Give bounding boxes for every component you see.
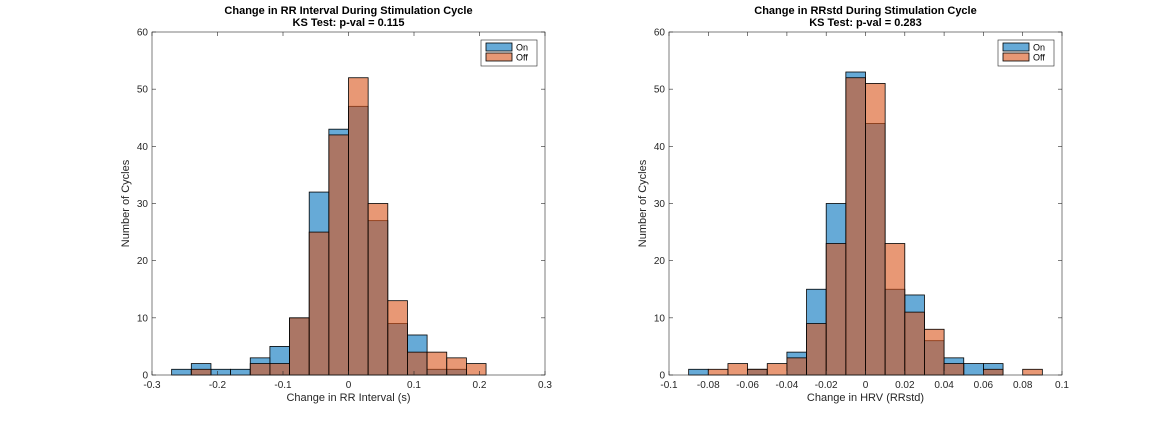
bar-off: [825, 243, 847, 376]
legend-label-off: Off: [516, 53, 528, 63]
bar-on: [230, 368, 251, 376]
x-tick-label: -0.06: [736, 380, 759, 391]
bar-off: [308, 231, 330, 376]
bar-off: [904, 311, 925, 376]
bar-off: [924, 328, 945, 376]
y-tick-label: 0: [659, 371, 665, 382]
y-tick-label: 60: [654, 28, 666, 39]
bar-off: [845, 77, 866, 376]
y-axis-label: Number of Cycles: [120, 159, 132, 247]
series-off: [190, 77, 487, 376]
y-tick-label: 20: [137, 256, 149, 267]
x-tick-label: 0.2: [473, 380, 487, 391]
x-tick-label: -0.08: [697, 380, 720, 391]
y-axis-label: Number of Cycles: [637, 159, 649, 247]
legend-label-on: On: [516, 43, 528, 53]
chart-subtitle: KS Test: p-val = 0.283: [809, 17, 922, 29]
chart-title: Change in RR Interval During Stimulation…: [224, 5, 472, 17]
x-tick-label: -0.2: [209, 380, 227, 391]
bar-off: [766, 363, 788, 376]
bar-on: [171, 368, 192, 376]
x-tick-label: 0.08: [1013, 380, 1033, 391]
bar-off: [348, 77, 369, 376]
bar-off: [426, 351, 448, 376]
x-tick-label: 0: [346, 380, 352, 391]
bar-off: [806, 323, 827, 376]
bar-off: [943, 363, 965, 376]
bar-on: [210, 368, 231, 376]
x-tick-label: -0.04: [776, 380, 799, 391]
x-tick-label: -0.1: [660, 380, 678, 391]
y-tick-label: 50: [654, 85, 666, 96]
bar-off: [269, 363, 290, 376]
x-tick-label: -0.02: [815, 380, 838, 391]
legend-label-off: Off: [1033, 53, 1045, 63]
y-tick-label: 20: [654, 256, 666, 267]
bar-off: [387, 300, 408, 376]
bar-off: [407, 351, 428, 376]
chart-title: Change in RRstd During Stimulation Cycle: [754, 5, 976, 17]
legend-swatch-off: [485, 52, 513, 62]
bar-off: [884, 243, 906, 376]
y-tick-label: 30: [137, 199, 149, 210]
bar-off: [249, 363, 271, 376]
bar-on: [963, 363, 984, 376]
bar-off: [446, 357, 467, 376]
y-tick-label: 10: [654, 313, 666, 324]
y-tick-label: 40: [654, 142, 666, 153]
y-tick-label: 40: [137, 142, 149, 153]
x-tick-label: 0.1: [407, 380, 421, 391]
bar-off: [786, 357, 807, 376]
y-tick-label: 10: [137, 313, 149, 324]
bar-off: [1022, 368, 1043, 376]
x-tick-label: 0.06: [974, 380, 994, 391]
bar-off: [727, 363, 749, 376]
legend-swatch-off: [1002, 52, 1030, 62]
x-tick-label: 0.1: [1055, 380, 1069, 391]
x-tick-label: 0.04: [934, 380, 954, 391]
x-tick-label: -0.1: [274, 380, 292, 391]
legend-swatch-on: [485, 42, 513, 52]
bar-off: [367, 203, 389, 376]
bar-off: [465, 363, 487, 376]
chart-1: -0.3 -0.2 -0.1 0 0.1 0.2 0.3 0 10 20 30 40 50 60 Chang…: [120, 5, 552, 404]
bar-off: [707, 368, 729, 376]
bar-off: [865, 83, 886, 376]
bar-off: [747, 368, 768, 376]
bar-on: [688, 368, 709, 376]
legend-label-on: On: [1033, 43, 1045, 53]
chart-subtitle: KS Test: p-val = 0.115: [293, 17, 405, 29]
x-tick-label: 0.3: [538, 380, 552, 391]
y-tick-label: 0: [142, 371, 148, 382]
bar-off: [328, 134, 349, 376]
y-tick-label: 50: [137, 85, 149, 96]
bar-off: [190, 368, 212, 376]
bar-off: [289, 317, 310, 376]
legend-swatch-on: [1002, 42, 1030, 52]
x-axis-label: Change in HRV (RRstd): [807, 392, 924, 404]
y-tick-label: 60: [137, 28, 149, 39]
x-tick-label: 0.02: [895, 380, 915, 391]
x-tick-label: -0.3: [143, 380, 161, 391]
x-tick-label: 0: [863, 380, 869, 391]
chart-2: -0.1 -0.08 -0.06 -0.04 -0.02 0 0.02 0.04 0.06 0.0…: [637, 5, 1069, 404]
bar-off: [983, 368, 1004, 376]
y-tick-label: 30: [654, 199, 666, 210]
x-axis-label: Change in RR Interval (s): [286, 392, 410, 404]
